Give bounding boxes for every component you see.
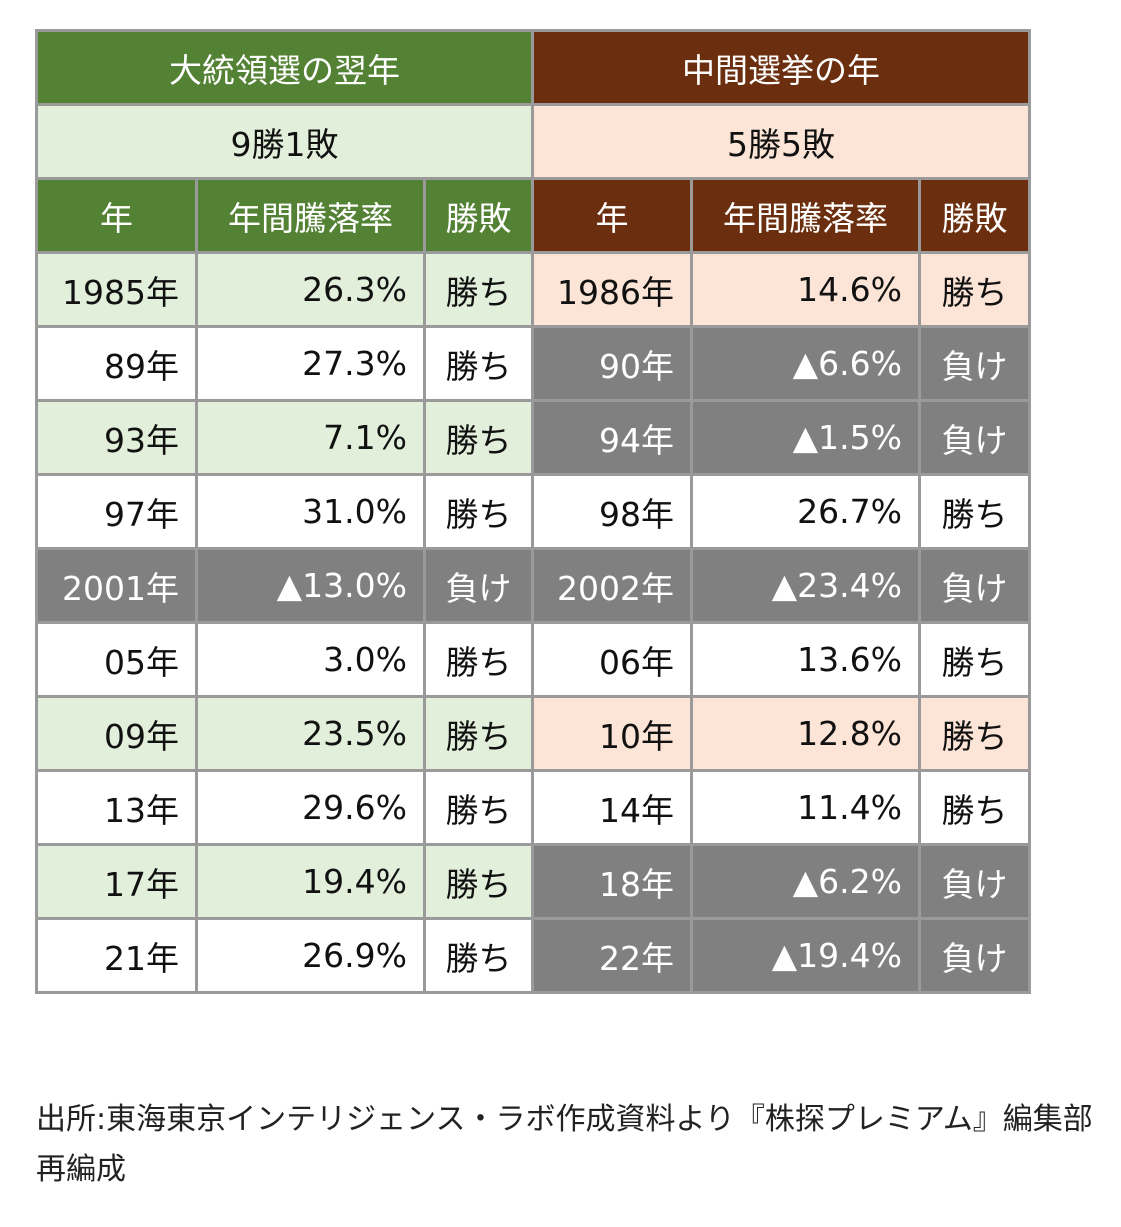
table-row: 05年 3.0% 勝ち 06年 13.6% 勝ち	[35, 621, 1031, 698]
column-header-result: 勝敗	[423, 177, 534, 254]
post-presidential-rate-cell: 27.3%	[195, 325, 426, 402]
column-header-year: 年	[35, 177, 198, 254]
midterm-rate-cell: 11.4%	[690, 769, 921, 846]
midterm-result-cell: 勝ち	[918, 769, 1031, 846]
post-presidential-year-cell: 05年	[35, 621, 198, 698]
post-presidential-rate-cell: 3.0%	[195, 621, 426, 698]
midterm-year-cell: 10年	[531, 695, 693, 772]
post-presidential-result-cell: 勝ち	[423, 325, 534, 402]
midterm-rate-cell: ▲6.6%	[690, 325, 921, 402]
midterm-result-cell: 負け	[918, 843, 1031, 920]
midterm-year-cell: 98年	[531, 473, 693, 550]
midterm-rate-cell: 26.7%	[690, 473, 921, 550]
post-presidential-result-cell: 勝ち	[423, 251, 534, 328]
midterm-rate-cell: 14.6%	[690, 251, 921, 328]
midterm-year-cell: 90年	[531, 325, 693, 402]
column-header-rate: 年間騰落率	[195, 177, 426, 254]
midterm-year-cell: 2002年	[531, 547, 693, 624]
election-year-returns-table: 大統領選の翌年 中間選挙の年 9勝1敗 5勝5敗 年 年間騰落率 勝敗 年 年間…	[35, 29, 1031, 994]
midterm-rate-cell: ▲23.4%	[690, 547, 921, 624]
midterm-result-cell: 負け	[918, 325, 1031, 402]
post-presidential-result-cell: 勝ち	[423, 695, 534, 772]
table-row: 17年 19.4% 勝ち 18年 ▲6.2% 負け	[35, 843, 1031, 920]
post-presidential-year-cell: 93年	[35, 399, 198, 476]
post-presidential-year-cell: 09年	[35, 695, 198, 772]
midterm-result-cell: 負け	[918, 547, 1031, 624]
post-presidential-rate-cell: 19.4%	[195, 843, 426, 920]
column-header-rate: 年間騰落率	[690, 177, 921, 254]
midterm-rate-cell: 13.6%	[690, 621, 921, 698]
midterm-year-cell: 14年	[531, 769, 693, 846]
post-presidential-rate-cell: 7.1%	[195, 399, 426, 476]
post-presidential-year-cell: 97年	[35, 473, 198, 550]
midterm-result-cell: 勝ち	[918, 473, 1031, 550]
record-post-presidential: 9勝1敗	[35, 103, 534, 180]
post-presidential-rate-cell: 31.0%	[195, 473, 426, 550]
table-row: 97年 31.0% 勝ち 98年 26.7% 勝ち	[35, 473, 1031, 550]
post-presidential-rate-cell: 26.9%	[195, 917, 426, 994]
post-presidential-rate-cell: 26.3%	[195, 251, 426, 328]
column-header-result: 勝敗	[918, 177, 1031, 254]
midterm-rate-cell: 12.8%	[690, 695, 921, 772]
midterm-year-cell: 22年	[531, 917, 693, 994]
post-presidential-result-cell: 勝ち	[423, 843, 534, 920]
post-presidential-rate-cell: ▲13.0%	[195, 547, 426, 624]
post-presidential-rate-cell: 23.5%	[195, 695, 426, 772]
post-presidential-result-cell: 負け	[423, 547, 534, 624]
post-presidential-rate-cell: 29.6%	[195, 769, 426, 846]
post-presidential-result-cell: 勝ち	[423, 621, 534, 698]
midterm-year-cell: 18年	[531, 843, 693, 920]
group-title-midterm: 中間選挙の年	[531, 29, 1031, 106]
table-row: 2001年 ▲13.0% 負け 2002年 ▲23.4% 負け	[35, 547, 1031, 624]
table-row: 93年 7.1% 勝ち 94年 ▲1.5% 負け	[35, 399, 1031, 476]
post-presidential-result-cell: 勝ち	[423, 769, 534, 846]
post-presidential-year-cell: 1985年	[35, 251, 198, 328]
midterm-result-cell: 勝ち	[918, 621, 1031, 698]
post-presidential-result-cell: 勝ち	[423, 473, 534, 550]
table-row: 21年 26.9% 勝ち 22年 ▲19.4% 負け	[35, 917, 1031, 994]
midterm-year-cell: 06年	[531, 621, 693, 698]
post-presidential-year-cell: 17年	[35, 843, 198, 920]
table-row: 09年 23.5% 勝ち 10年 12.8% 勝ち	[35, 695, 1031, 772]
table-row: 13年 29.6% 勝ち 14年 11.4% 勝ち	[35, 769, 1031, 846]
record-midterm: 5勝5敗	[531, 103, 1031, 180]
post-presidential-year-cell: 2001年	[35, 547, 198, 624]
table-row: 89年 27.3% 勝ち 90年 ▲6.6% 負け	[35, 325, 1031, 402]
midterm-result-cell: 勝ち	[918, 695, 1031, 772]
group-title-post-presidential: 大統領選の翌年	[35, 29, 534, 106]
midterm-result-cell: 負け	[918, 399, 1031, 476]
midterm-rate-cell: ▲6.2%	[690, 843, 921, 920]
midterm-rate-cell: ▲19.4%	[690, 917, 921, 994]
midterm-year-cell: 1986年	[531, 251, 693, 328]
column-header-year: 年	[531, 177, 693, 254]
table-row: 1985年 26.3% 勝ち 1986年 14.6% 勝ち	[35, 251, 1031, 328]
midterm-year-cell: 94年	[531, 399, 693, 476]
post-presidential-year-cell: 89年	[35, 325, 198, 402]
post-presidential-result-cell: 勝ち	[423, 917, 534, 994]
source-caption: 出所:東海東京インテリジェンス・ラボ作成資料より『株探プレミアム』編集部再編成	[36, 1102, 1093, 1187]
midterm-result-cell: 勝ち	[918, 251, 1031, 328]
post-presidential-year-cell: 13年	[35, 769, 198, 846]
post-presidential-result-cell: 勝ち	[423, 399, 534, 476]
midterm-rate-cell: ▲1.5%	[690, 399, 921, 476]
post-presidential-year-cell: 21年	[35, 917, 198, 994]
midterm-result-cell: 負け	[918, 917, 1031, 994]
